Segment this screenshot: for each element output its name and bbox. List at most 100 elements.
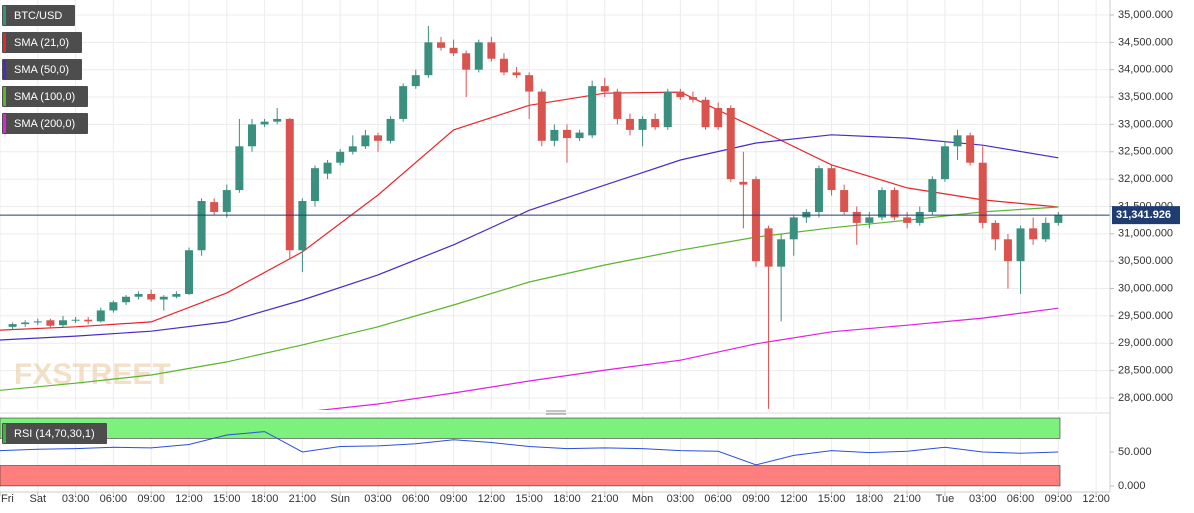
- candle-body: [121, 296, 130, 303]
- y-tick-label: 28,500.000: [1118, 365, 1173, 377]
- candle-body: [235, 146, 244, 191]
- candle-body: [1054, 215, 1063, 223]
- legend-label: SMA (50,0): [14, 64, 69, 76]
- candle-body: [449, 47, 458, 54]
- legend-marker: [3, 6, 6, 25]
- candle-body: [147, 294, 156, 300]
- candle-body: [525, 75, 534, 92]
- candle-body: [840, 190, 849, 212]
- candle-body: [285, 118, 294, 251]
- x-tick-label: Sat: [30, 493, 47, 505]
- candle-body: [1003, 239, 1012, 262]
- candle-body: [537, 91, 546, 141]
- x-tick-label: 03:00: [667, 493, 695, 505]
- candle-body: [688, 97, 697, 100]
- candle-body: [814, 168, 823, 212]
- candle-body: [600, 86, 609, 92]
- x-tick-label: 12:00: [780, 493, 808, 505]
- candle-body: [436, 42, 445, 48]
- candle-body: [21, 322, 30, 325]
- legend-item: BTC/USD: [2, 5, 75, 26]
- candle-body: [348, 146, 357, 152]
- x-tick-label: 18:00: [251, 493, 279, 505]
- rsi-y-tick-label: 50.000: [1118, 446, 1152, 458]
- candle-body: [197, 201, 206, 251]
- x-tick-label: 21:00: [289, 493, 317, 505]
- y-tick-label: 33,500.000: [1118, 91, 1173, 103]
- candle-body: [58, 320, 67, 326]
- x-tick-label: 21:00: [893, 493, 921, 505]
- legend-label: BTC/USD: [14, 10, 62, 22]
- x-tick-label: 03:00: [62, 493, 90, 505]
- x-tick-label: 06:00: [402, 493, 430, 505]
- candle-body: [928, 179, 937, 212]
- axes: Fri Sat 03:00 06:00 09:00 12:00 15:00 18:00 21:0…: [0, 9, 1180, 505]
- x-tick-label: 09:00: [1045, 493, 1073, 505]
- legend-box: [2, 32, 82, 53]
- legend-item: SMA (200,0): [2, 113, 88, 134]
- x-tick-label: 12:00: [478, 493, 506, 505]
- candle-body: [462, 53, 471, 70]
- candle-body: [991, 222, 1000, 240]
- sma-line: [0, 134, 1059, 341]
- candle-body: [663, 91, 672, 128]
- sma-line: [0, 206, 1059, 391]
- candle-body: [676, 91, 685, 98]
- legend-item: SMA (50,0): [2, 59, 82, 80]
- legend-marker: [3, 60, 6, 79]
- candle-body: [865, 217, 874, 223]
- candle-body: [978, 162, 987, 223]
- candle-body: [109, 302, 118, 311]
- y-tick-label: 29,500.000: [1118, 310, 1173, 322]
- candle-body: [915, 211, 924, 223]
- x-tick-label: 03:00: [969, 493, 997, 505]
- legend-box: [2, 59, 82, 80]
- candle-body: [373, 135, 382, 141]
- x-tick-label: Sun: [330, 493, 350, 505]
- candle-body: [411, 75, 420, 87]
- x-tick-label: 09:00: [440, 493, 468, 505]
- candle-body: [789, 217, 798, 240]
- candle-body: [399, 86, 408, 119]
- x-tick-label: Tue: [936, 493, 955, 505]
- candle-body: [273, 118, 282, 122]
- legend-box: [2, 423, 107, 444]
- candle-body: [625, 118, 634, 130]
- x-tick-label: 21:00: [591, 493, 619, 505]
- candle-body: [1016, 228, 1025, 262]
- candle-body: [210, 202, 219, 212]
- candle-body: [550, 129, 559, 141]
- legend-box: [2, 5, 75, 26]
- candle-body: [71, 319, 80, 321]
- watermark: FXSTREET: [14, 358, 171, 391]
- candle-body: [701, 99, 710, 128]
- y-tick-label: 30,500.000: [1118, 255, 1173, 267]
- legend-label: SMA (200,0): [14, 118, 75, 130]
- y-tick-label: 32,000.000: [1118, 173, 1173, 185]
- x-tick-label: 12:00: [1082, 493, 1110, 505]
- candle-body: [512, 72, 521, 76]
- legend-item: SMA (21,0): [2, 32, 82, 53]
- price-panel: [0, 25, 1110, 410]
- candle-body: [222, 190, 231, 212]
- x-tick-label: Mon: [632, 493, 653, 505]
- candle-body: [726, 107, 735, 180]
- candle-body: [764, 228, 773, 267]
- x-tick-label: 06:00: [100, 493, 128, 505]
- x-tick-label: 03:00: [364, 493, 392, 505]
- x-tick-label: 06:00: [1007, 493, 1035, 505]
- candle-body: [159, 296, 168, 300]
- candle-body: [336, 151, 345, 163]
- candle-body: [134, 294, 143, 297]
- candle-body: [953, 135, 962, 147]
- y-tick-label: 28,000.000: [1118, 392, 1173, 404]
- x-tick-label: 15:00: [213, 493, 241, 505]
- y-tick-label: 31,000.000: [1118, 228, 1173, 240]
- rsi-panel: [0, 417, 1061, 487]
- candle-body: [8, 324, 17, 327]
- candle-body: [499, 58, 508, 73]
- candle-body: [777, 239, 786, 267]
- y-tick-label: 34,500.000: [1118, 36, 1173, 48]
- candle-body: [310, 168, 319, 202]
